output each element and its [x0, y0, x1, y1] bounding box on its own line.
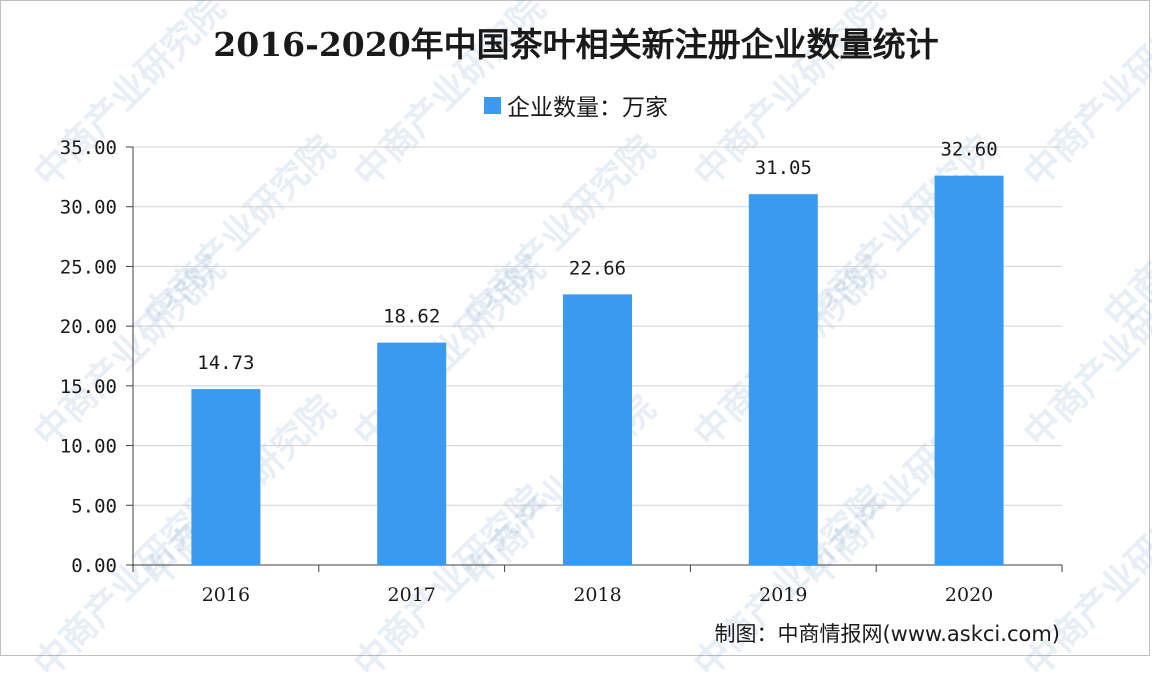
chart-title: 2016-2020年中国茶叶相关新注册企业数量统计 [213, 25, 939, 64]
x-tick-label: 2020 [945, 584, 993, 606]
bar-chart: 0.00 5.00 10.00 15.00 20.00 25.00 30.00 35.00 20… [60, 137, 1063, 606]
x-tick-label: 2017 [388, 584, 436, 606]
x-tick-label: 2019 [759, 584, 807, 606]
legend: 企业数量：万家 [0, 88, 1152, 122]
legend-label: 企业数量：万家 [507, 95, 668, 121]
data-label: 22.66 [569, 257, 626, 279]
credit-text: 制图：中商情报网(www.askci.com) [714, 622, 1060, 646]
bar-2017 [377, 342, 447, 565]
y-tick-label: 15.00 [60, 376, 117, 398]
y-tick-label: 25.00 [60, 256, 117, 278]
bar-2019 [748, 194, 818, 565]
y-tick-label: 35.00 [60, 137, 117, 159]
legend-swatch [484, 96, 501, 114]
bar-2018 [563, 294, 632, 565]
y-tick-label: 30.00 [60, 197, 117, 219]
y-tick-label: 0.00 [71, 555, 117, 577]
bar-2020 [934, 175, 1004, 566]
x-tick-label: 2018 [573, 584, 621, 606]
y-tick-label: 5.00 [71, 495, 117, 517]
data-label: 32.60 [940, 139, 997, 161]
data-label: 14.73 [197, 352, 254, 374]
y-tick-label: 10.00 [60, 436, 117, 458]
y-tick-label: 20.00 [60, 316, 117, 338]
x-tick-label: 2016 [202, 584, 250, 606]
data-label: 18.62 [383, 306, 440, 328]
data-label: 31.05 [755, 157, 812, 179]
bar-2016 [191, 389, 261, 565]
